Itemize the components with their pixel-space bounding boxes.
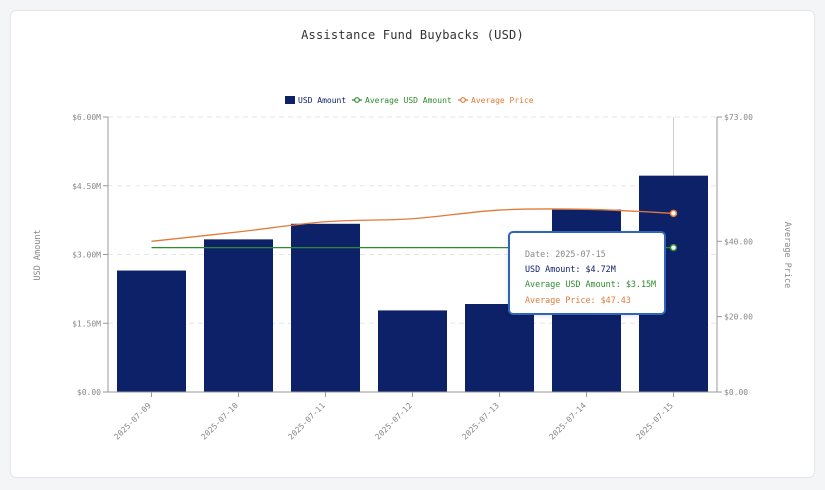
bar-usd-amount[interactable] bbox=[378, 310, 447, 392]
y-tick-label: $1.50M bbox=[72, 319, 101, 328]
y-tick-label: $3.00M bbox=[72, 251, 101, 260]
legend-label-average-usd[interactable]: Average USD Amount bbox=[365, 96, 452, 105]
tooltip-date: Date: 2025-07-15 bbox=[525, 249, 606, 259]
legend-label-average-price[interactable]: Average Price bbox=[471, 96, 534, 105]
x-tick-label: 2025-07-11 bbox=[286, 401, 327, 442]
tooltip-usd-amount: USD Amount: $4.72M bbox=[525, 264, 616, 275]
x-tick-label: 2025-07-10 bbox=[199, 401, 240, 442]
y2-tick-label: $0.00 bbox=[724, 388, 748, 397]
y-tick-label: $6.00M bbox=[72, 113, 101, 122]
chart-title: Assistance Fund Buybacks (USD) bbox=[301, 28, 524, 42]
x-tick-label: 2025-07-09 bbox=[112, 401, 153, 442]
tooltip-average-price: Average Price: $47.43 bbox=[525, 294, 631, 305]
x-tick-label: 2025-07-14 bbox=[547, 401, 588, 442]
legend[interactable]: USD Amount Average USD Amount Average Pric… bbox=[285, 96, 534, 105]
legend-marker-average-usd[interactable] bbox=[354, 97, 360, 103]
line-average-price[interactable] bbox=[151, 208, 674, 242]
y2-tick-label: $40.00 bbox=[724, 237, 753, 246]
y-tick-label: $0.00 bbox=[77, 388, 101, 397]
bar-usd-amount[interactable] bbox=[204, 239, 273, 392]
y2-tick-label: $20.00 bbox=[724, 313, 753, 322]
legend-marker-average-price[interactable] bbox=[460, 97, 466, 103]
tooltip-average-usd: Average USD Amount: $3.15M bbox=[525, 279, 657, 290]
x-tick-label: 2025-07-15 bbox=[634, 401, 675, 442]
chart-tooltip: Date: 2025-07-15 USD Amount: $4.72M Aver… bbox=[508, 231, 666, 315]
point-average-usd-amount[interactable] bbox=[669, 243, 678, 252]
legend-swatch-usd-amount[interactable] bbox=[285, 96, 295, 104]
y2-axis-title: Average Price bbox=[782, 222, 792, 289]
x-tick-label: 2025-07-13 bbox=[460, 401, 501, 442]
legend-label-usd-amount[interactable]: USD Amount bbox=[298, 96, 346, 105]
bar-usd-amount[interactable] bbox=[291, 223, 360, 392]
bar-usd-amount[interactable] bbox=[465, 304, 534, 392]
y-tick-label: $4.50M bbox=[72, 182, 101, 191]
x-tick-label: 2025-07-12 bbox=[373, 401, 414, 442]
point-average-price[interactable] bbox=[669, 209, 678, 218]
bar-usd-amount[interactable] bbox=[117, 270, 186, 392]
y-axis-title: USD Amount bbox=[33, 229, 43, 280]
y2-tick-label: $73.00 bbox=[724, 113, 753, 122]
